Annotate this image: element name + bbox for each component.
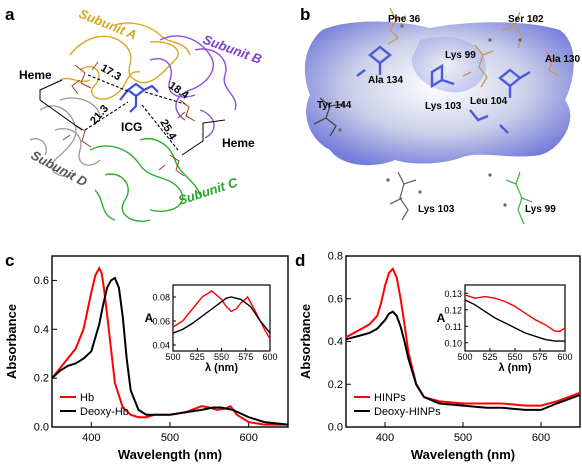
- legend-label: Deoxy-HINPs: [374, 406, 441, 418]
- inset-y-axis-label: A: [145, 311, 154, 325]
- distance-label: 17.3: [99, 62, 124, 83]
- residue-label: Ser 102: [508, 14, 544, 25]
- y-tick-label: 0.0: [328, 422, 343, 434]
- protein-surface-lobe: [411, 36, 486, 93]
- y-tick-label: 0.2: [328, 379, 343, 391]
- x-tick-label: 400: [82, 432, 100, 444]
- panel-c: c 400 500 600 0.0 0.2 0.4 0.6 Wavelength (nm) Ab…: [4, 251, 289, 462]
- y-tick-label: 0.2: [34, 373, 49, 385]
- y-tick-label: 0.4: [34, 324, 49, 336]
- panel-a-letter: a: [5, 5, 15, 24]
- panel-a: a: [5, 5, 264, 222]
- residue-label: Lys 103: [418, 204, 455, 215]
- inset-y-tick-label: 0.08: [152, 293, 170, 303]
- icg-molecule: [119, 82, 159, 113]
- inset-x-tick-label: 575: [238, 352, 253, 362]
- subunit-b-ribbon: [149, 35, 237, 139]
- legend-label: Deoxy-Hb: [80, 406, 129, 418]
- series-line-oxy: [345, 267, 581, 407]
- panel-b: b Phe 36 Ser 102 Lys 99 Ala 130 Ala 1: [300, 5, 580, 225]
- residue-sticks: [313, 7, 560, 225]
- inset-x-tick-label: 500: [457, 352, 472, 362]
- inset-plot-frame: [172, 284, 271, 352]
- x-tick-label: 500: [454, 432, 472, 444]
- residue-label: Phe 36: [388, 14, 421, 25]
- y-tick-label: 0.8: [328, 251, 343, 263]
- residue-label: Ala 130: [545, 54, 580, 65]
- subunit-d-label: Subunit D: [29, 147, 91, 189]
- inset-y-tick-label: 0.06: [152, 317, 170, 327]
- series-line-deoxy: [345, 310, 581, 411]
- x-axis-label: Wavelength (nm): [411, 447, 515, 462]
- distance-label: 18.4: [166, 80, 191, 103]
- icg-label: ICG: [121, 120, 142, 134]
- inset-series-line-oxy: [172, 290, 271, 340]
- y-tick-label: 0.6: [328, 293, 343, 305]
- subunit-c-label: Subunit C: [176, 174, 240, 207]
- inset-series-line-deoxy: [464, 299, 565, 342]
- inset-x-tick-label: 550: [507, 352, 522, 362]
- y-tick-label: 0.4: [328, 336, 343, 348]
- inset-x-axis-label: λ (nm): [499, 362, 532, 374]
- heme-right-label: Heme: [222, 136, 255, 150]
- inset-y-axis-label: A: [437, 311, 446, 325]
- inset-series-line-deoxy: [172, 296, 271, 334]
- y-tick-label: 0.6: [34, 275, 49, 287]
- inset-x-tick-label: 500: [165, 352, 180, 362]
- inset-x-tick-label: 600: [557, 352, 572, 362]
- water-dots: [338, 24, 522, 207]
- distance-lines: [84, 74, 186, 151]
- residue-label: Lys 99: [445, 50, 476, 61]
- y-tick-label: 0.0: [34, 422, 49, 434]
- legend-label: Hb: [80, 392, 94, 404]
- legend-label: HINPs: [374, 392, 406, 404]
- series-line-deoxy: [51, 276, 289, 426]
- x-tick-label: 400: [376, 432, 394, 444]
- residue-label: Lys 103: [425, 101, 462, 112]
- inset-x-tick-label: 550: [214, 352, 229, 362]
- inset-x-tick-label: 525: [190, 352, 205, 362]
- panel-c-letter: c: [5, 251, 14, 270]
- x-tick-label: 600: [239, 432, 257, 444]
- panel-b-letter: b: [300, 5, 310, 24]
- residue-label: Lys 99: [525, 204, 556, 215]
- inset-y-tick-label: 0.10: [444, 338, 462, 348]
- inset-y-tick-label: 0.11: [445, 322, 462, 332]
- y-axis-label: Absorbance: [298, 304, 313, 379]
- residue-label: Leu 104: [470, 96, 508, 107]
- heme-groups: [62, 61, 196, 177]
- x-tick-label: 500: [161, 432, 179, 444]
- distance-label: 25.4: [157, 118, 179, 143]
- inset-x-tick-label: 575: [532, 352, 547, 362]
- inset-plot-frame: [464, 284, 566, 352]
- inset-y-tick-label: 0.12: [444, 305, 462, 315]
- x-tick-label: 600: [532, 432, 550, 444]
- chart-d: 400 500 600 0.0 0.2 0.4 0.6 0.8 Wavelength (nm) A…: [298, 251, 581, 462]
- residue-label: Ala 134: [368, 75, 403, 86]
- inset-y-tick-label: 0.04: [152, 341, 170, 351]
- subunit-c-ribbon: [89, 138, 201, 222]
- subunit-d-ribbon: [29, 97, 101, 177]
- residue-label: Tyr 144: [317, 100, 352, 111]
- inset-x-tick-label: 525: [482, 352, 497, 362]
- subunit-a-ribbon: [59, 22, 191, 100]
- chart-c: 400 500 600 0.0 0.2 0.4 0.6 Wavelength (nm) Abso…: [4, 255, 289, 462]
- y-axis-label: Absorbance: [4, 304, 19, 379]
- inset-y-tick-label: 0.13: [444, 289, 462, 299]
- panel-d: d 400 500 600 0.0 0.2 0.4 0.6 0.8 Wavelength (nm…: [295, 251, 581, 462]
- inset-x-tick-label: 600: [262, 352, 277, 362]
- inset-series-line-oxy: [464, 294, 566, 332]
- heme-callouts: [39, 79, 226, 156]
- x-axis-label: Wavelength (nm): [118, 447, 222, 462]
- heme-left-label: Heme: [19, 68, 52, 82]
- inset-x-axis-label: λ (nm): [205, 362, 238, 374]
- panel-d-letter: d: [295, 251, 305, 270]
